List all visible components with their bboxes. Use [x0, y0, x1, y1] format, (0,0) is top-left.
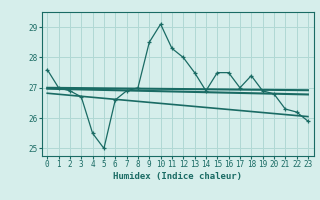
X-axis label: Humidex (Indice chaleur): Humidex (Indice chaleur) [113, 172, 242, 181]
